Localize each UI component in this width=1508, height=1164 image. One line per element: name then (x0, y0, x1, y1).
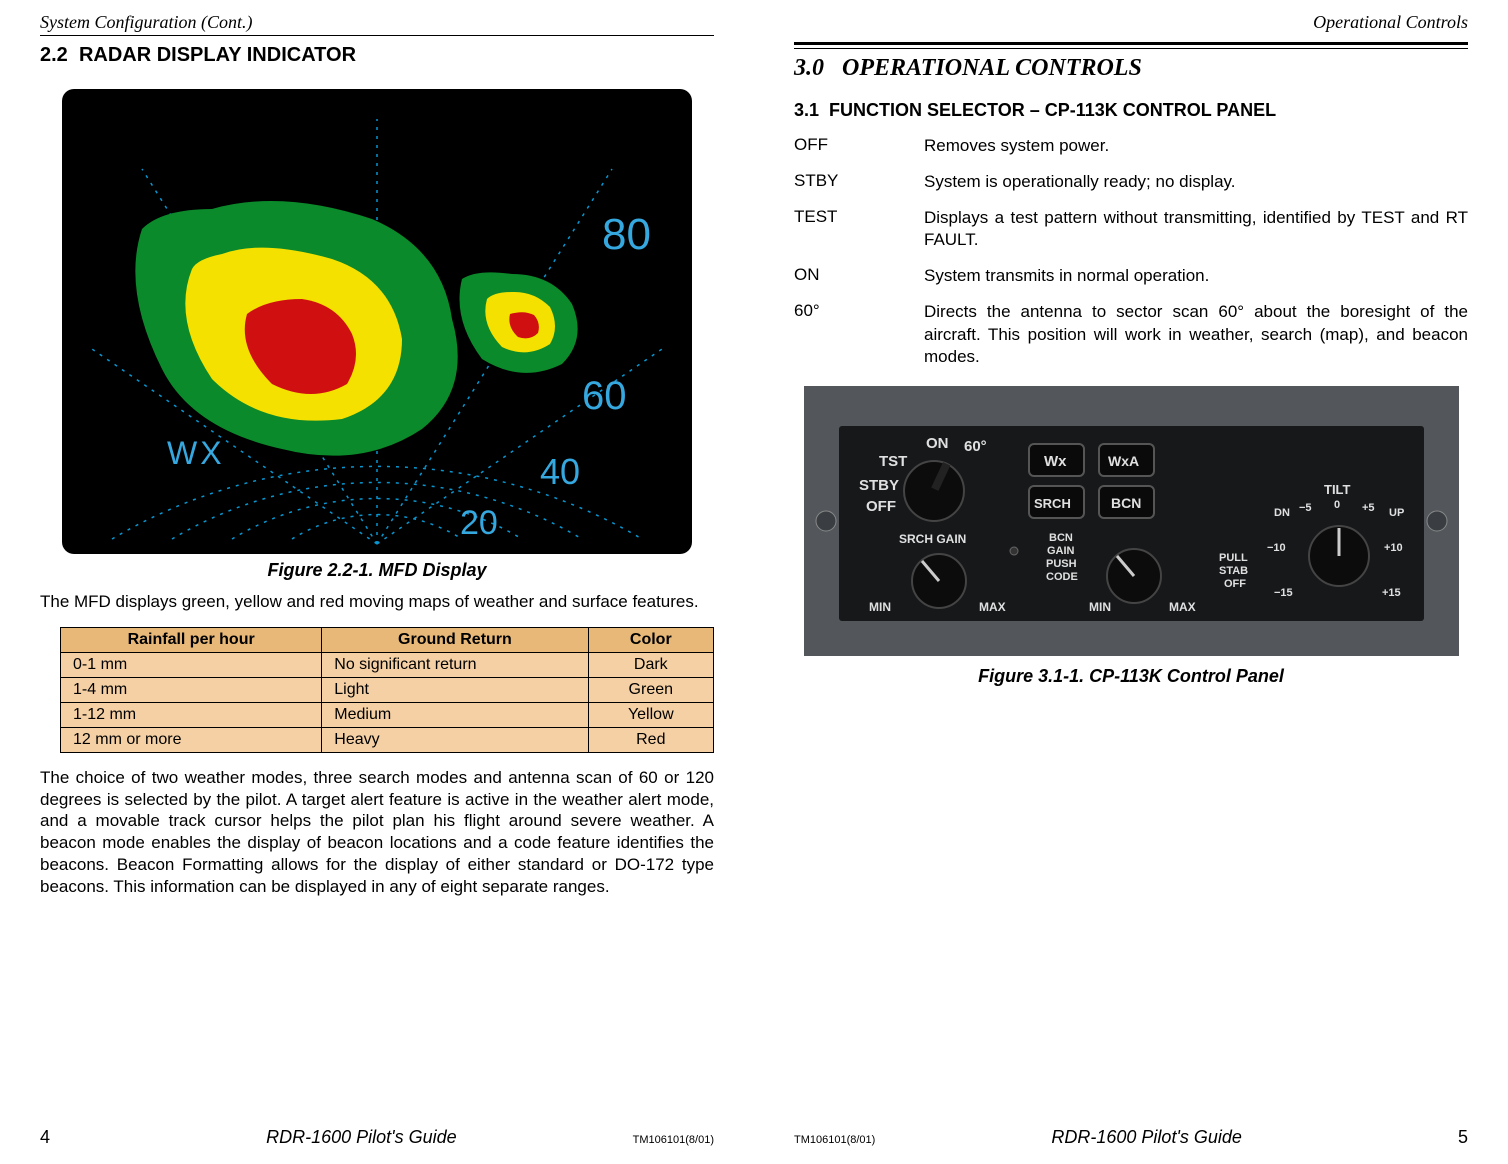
svg-text:Wx: Wx (1044, 453, 1067, 470)
svg-text:STAB: STAB (1219, 565, 1248, 577)
svg-text:0: 0 (1334, 499, 1340, 511)
wx-label: WX (167, 435, 225, 471)
section-heading-2-2: 2.2 RADAR DISPLAY INDICATOR (40, 44, 714, 67)
svg-text:BCN: BCN (1049, 532, 1073, 544)
footer-left: 4 RDR-1600 Pilot's Guide TM106101(8/01) (40, 1127, 714, 1148)
svg-text:STBY: STBY (859, 477, 899, 494)
section-heading-3-0: 3.0 OPERATIONAL CONTROLS (794, 55, 1468, 82)
svg-text:PUSH: PUSH (1046, 558, 1077, 570)
svg-text:MAX: MAX (979, 600, 1006, 614)
svg-text:+15: +15 (1382, 587, 1401, 599)
page-header-left: System Configuration (Cont.) (40, 12, 714, 36)
svg-text:MIN: MIN (1089, 600, 1111, 614)
def-row: TEST Displays a test pattern without tra… (794, 207, 1468, 251)
panel-svg: OFF STBY TST ON 60° Wx WxA SRCH BCN SRCH… (804, 386, 1459, 656)
table-row: 0-1 mm No significant return Dark (61, 652, 714, 677)
svg-text:ON: ON (926, 435, 949, 452)
svg-text:MIN: MIN (869, 600, 891, 614)
page-left: System Configuration (Cont.) 2.2 RADAR D… (0, 0, 754, 1164)
def-desc: System transmits in normal operation. (924, 265, 1468, 287)
guide-title: RDR-1600 Pilot's Guide (875, 1127, 1418, 1148)
def-term: 60° (794, 301, 924, 321)
def-desc: Removes system power. (924, 135, 1468, 157)
th-color: Color (588, 627, 713, 652)
svg-text:MAX: MAX (1169, 600, 1196, 614)
doc-id: TM106101(8/01) (633, 1134, 714, 1146)
radar-svg: 80 60 40 20 WX (62, 89, 692, 554)
rainfall-table: Rainfall per hour Ground Return Color 0-… (60, 627, 714, 753)
table-row: 12 mm or more Heavy Red (61, 727, 714, 752)
figure-caption-2-2-1: Figure 2.2-1. MFD Display (40, 560, 714, 581)
range-80: 80 (602, 210, 651, 259)
svg-text:BCN: BCN (1111, 495, 1141, 511)
svg-text:SRCH: SRCH (1034, 496, 1071, 511)
range-40: 40 (540, 451, 580, 492)
svg-text:GAIN: GAIN (1047, 545, 1075, 557)
range-60: 60 (582, 374, 627, 418)
double-rule (794, 42, 1468, 49)
svg-text:OFF: OFF (1224, 578, 1246, 590)
def-desc: Displays a test pattern without transmit… (924, 207, 1468, 251)
guide-title: RDR-1600 Pilot's Guide (90, 1127, 633, 1148)
def-term: TEST (794, 207, 924, 227)
para-modes: The choice of two weather modes, three s… (40, 767, 714, 898)
svg-text:−10: −10 (1267, 542, 1286, 554)
svg-text:+5: +5 (1362, 502, 1375, 514)
def-row: OFF Removes system power. (794, 135, 1468, 157)
figure-caption-3-1-1: Figure 3.1-1. CP-113K Control Panel (794, 666, 1468, 687)
svg-text:−5: −5 (1299, 502, 1312, 514)
def-desc: System is operationally ready; no displa… (924, 171, 1468, 193)
def-row: STBY System is operationally ready; no d… (794, 171, 1468, 193)
svg-text:CODE: CODE (1046, 571, 1078, 583)
definition-list: OFF Removes system power. STBY System is… (794, 135, 1468, 382)
page-number: 4 (40, 1127, 50, 1148)
def-term: OFF (794, 135, 924, 155)
svg-text:UP: UP (1389, 507, 1404, 519)
svg-text:TILT: TILT (1324, 482, 1351, 497)
svg-text:OFF: OFF (866, 498, 896, 515)
def-row: 60° Directs the antenna to sector scan 6… (794, 301, 1468, 367)
th-ground: Ground Return (322, 627, 588, 652)
page-right: Operational Controls 3.0 OPERATIONAL CON… (754, 0, 1508, 1164)
def-term: STBY (794, 171, 924, 191)
page-header-right: Operational Controls (794, 12, 1468, 35)
svg-text:DN: DN (1274, 507, 1290, 519)
svg-text:60°: 60° (964, 438, 987, 455)
svg-text:PULL: PULL (1219, 552, 1248, 564)
svg-text:−15: −15 (1274, 587, 1293, 599)
doc-id: TM106101(8/01) (794, 1134, 875, 1146)
def-desc: Directs the antenna to sector scan 60° a… (924, 301, 1468, 367)
table-row: 1-12 mm Medium Yellow (61, 702, 714, 727)
table-row: 1-4 mm Light Green (61, 677, 714, 702)
control-panel-photo: OFF STBY TST ON 60° Wx WxA SRCH BCN SRCH… (804, 386, 1459, 656)
page-number: 5 (1458, 1127, 1468, 1148)
range-20: 20 (460, 504, 498, 542)
th-rainfall: Rainfall per hour (61, 627, 322, 652)
footer-right: TM106101(8/01) RDR-1600 Pilot's Guide 5 (794, 1127, 1468, 1148)
para-mfd-desc: The MFD displays green, yellow and red m… (40, 591, 714, 613)
svg-text:SRCH GAIN: SRCH GAIN (899, 532, 966, 546)
radar-display: 80 60 40 20 WX (62, 89, 692, 554)
svg-text:WxA: WxA (1108, 453, 1139, 469)
svg-text:+10: +10 (1384, 542, 1403, 554)
svg-text:TST: TST (879, 453, 907, 470)
def-term: ON (794, 265, 924, 285)
def-row: ON System transmits in normal operation. (794, 265, 1468, 287)
subsection-heading-3-1: 3.1 FUNCTION SELECTOR – CP-113K CONTROL … (794, 100, 1468, 121)
